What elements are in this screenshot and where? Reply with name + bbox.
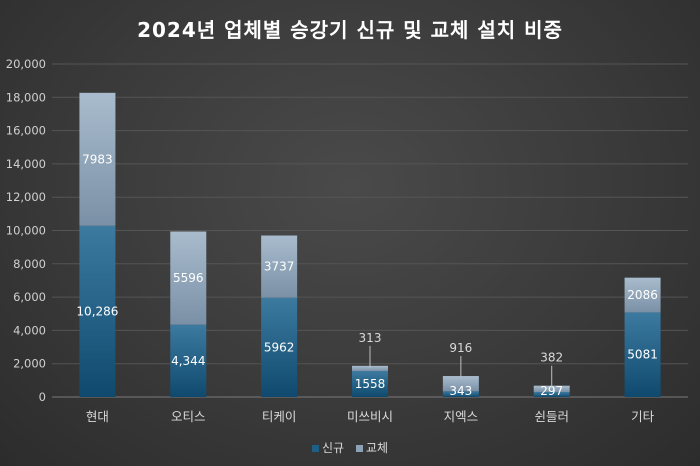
data-label-replacement: 7983 [82, 152, 113, 166]
data-label-replacement: 3737 [264, 260, 295, 274]
bar-segment-replacement[interactable] [170, 231, 207, 325]
bar-segment-replacement[interactable] [352, 365, 388, 372]
y-tick-label: 20,000 [6, 57, 46, 71]
legend-item-new[interactable]: 신규 [311, 439, 345, 456]
data-label-new: 10,286 [76, 304, 118, 318]
data-label-replacement: 382 [540, 351, 563, 365]
bar-segment-new[interactable] [170, 324, 207, 397]
bar-segment-new[interactable] [533, 392, 570, 397]
bar-segment-new[interactable] [261, 297, 298, 397]
y-tick-label: 14,000 [6, 157, 46, 171]
x-category-label: 오티스 [171, 409, 206, 424]
bar-segment-replacement[interactable] [533, 385, 570, 393]
bar-segment-replacement[interactable] [624, 277, 661, 313]
y-tick-label: 0 [39, 390, 46, 404]
bar-segment-replacement[interactable] [261, 235, 298, 298]
y-tick-label: 12,000 [6, 190, 46, 204]
legend-item-replacement[interactable]: 교체 [355, 439, 388, 456]
bar-segment-new[interactable] [442, 391, 479, 397]
legend-label-new: 신규 [321, 441, 345, 455]
data-label-replacement: 5596 [173, 271, 204, 285]
data-label-new: 297 [540, 384, 563, 398]
chart-title: 2024년 업체별 승강기 신규 및 교체 설치 비중 [137, 18, 563, 42]
y-tick-label: 8,000 [13, 257, 46, 271]
data-label-new: 1558 [355, 377, 386, 391]
data-label-replacement: 313 [359, 331, 382, 345]
y-tick-label: 10,000 [6, 224, 46, 238]
legend-swatch-replacement [355, 445, 363, 452]
legend-swatch-new [311, 445, 319, 452]
bar-segment-new[interactable] [624, 312, 661, 397]
x-category-label: 지엑스 [444, 409, 479, 424]
y-tick-label: 6,000 [13, 290, 46, 304]
data-label-replacement: 2086 [627, 288, 658, 302]
x-category-label: 기타 [631, 409, 655, 424]
y-tick-label: 18,000 [6, 90, 46, 104]
x-category-label: 쉰들러 [534, 409, 569, 424]
data-label-replacement: 916 [449, 341, 472, 355]
bar-segment-new[interactable] [352, 371, 388, 397]
data-label-new: 5081 [627, 348, 658, 362]
legend: 신규 교체 [0, 439, 700, 456]
data-label-new: 5962 [264, 340, 295, 354]
data-label-new: 4,344 [171, 354, 205, 368]
legend-label-replacement: 교체 [365, 441, 388, 455]
x-category-label: 현대 [86, 409, 109, 424]
y-tick-label: 2,000 [13, 357, 46, 371]
bar-segment-new[interactable] [79, 225, 116, 397]
data-label-new: 343 [449, 384, 472, 398]
x-category-label: 미쓰비시 [347, 409, 393, 424]
bar-segment-replacement[interactable] [442, 376, 479, 392]
y-tick-label: 4,000 [13, 323, 46, 337]
bar-segment-replacement[interactable] [79, 92, 116, 226]
y-tick-label: 16,000 [6, 124, 46, 138]
x-category-label: 티케이 [262, 409, 297, 424]
